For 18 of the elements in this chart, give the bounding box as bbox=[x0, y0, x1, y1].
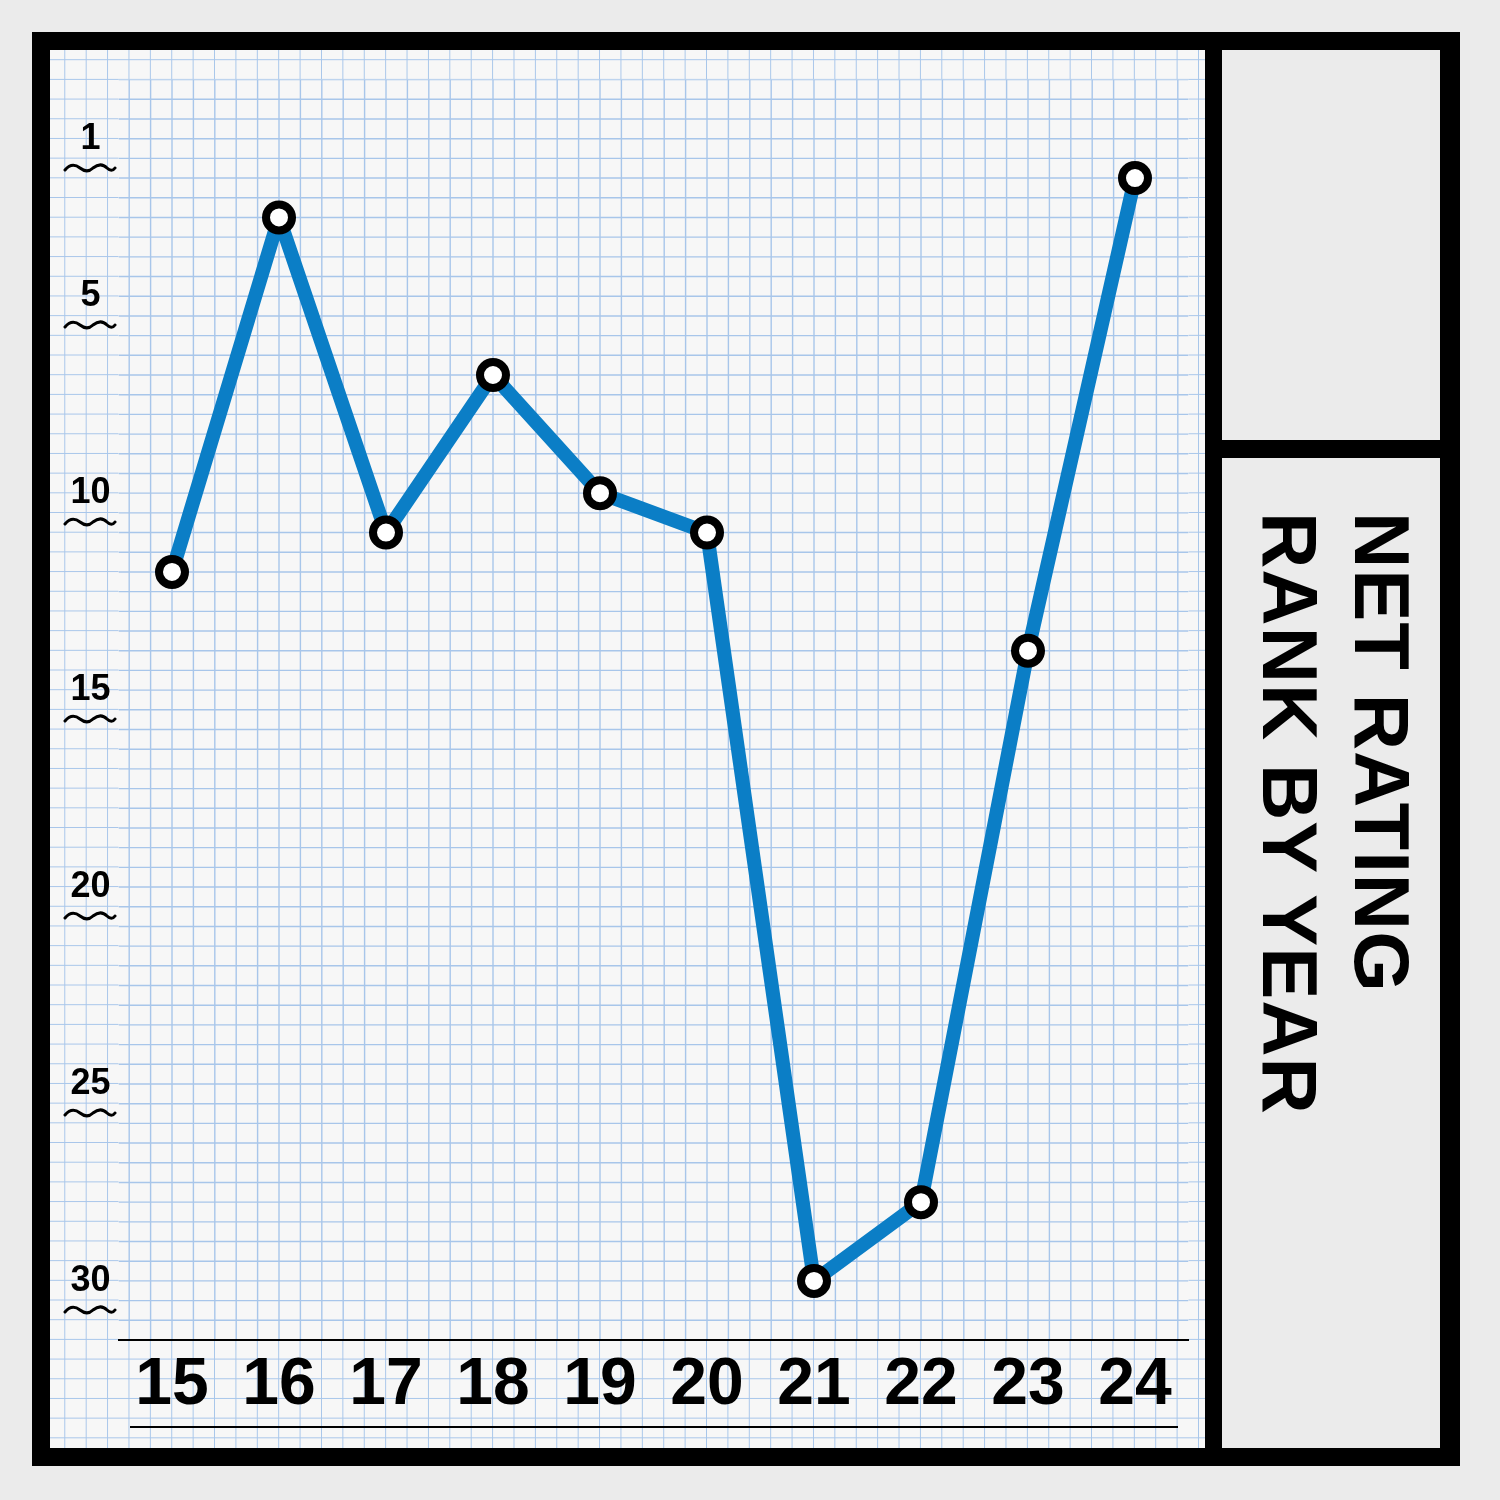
y-tick-label: 5 bbox=[80, 273, 101, 315]
y-tick-label: 10 bbox=[70, 470, 111, 512]
y-tick-label: 30 bbox=[70, 1257, 111, 1299]
y-tick-label: 1 bbox=[80, 115, 101, 157]
x-tick-label: 17 bbox=[349, 1343, 423, 1418]
x-tick-label: 20 bbox=[670, 1343, 744, 1418]
y-tick-label: 25 bbox=[70, 1060, 111, 1102]
x-tick-label: 19 bbox=[563, 1343, 637, 1418]
x-tick-label: 15 bbox=[135, 1343, 209, 1418]
x-tick-label: 21 bbox=[777, 1343, 851, 1418]
y-tick-label: 20 bbox=[70, 863, 111, 905]
x-tick-label: 18 bbox=[456, 1343, 530, 1418]
x-tick-label: 22 bbox=[884, 1343, 958, 1418]
x-tick-label: 24 bbox=[1098, 1343, 1172, 1418]
y-tick-label: 15 bbox=[70, 667, 111, 709]
text: NET RATING RANK BY YEAR bbox=[1245, 512, 1427, 1117]
x-tick-label: 16 bbox=[242, 1343, 316, 1418]
x-tick-label: 23 bbox=[991, 1343, 1065, 1418]
